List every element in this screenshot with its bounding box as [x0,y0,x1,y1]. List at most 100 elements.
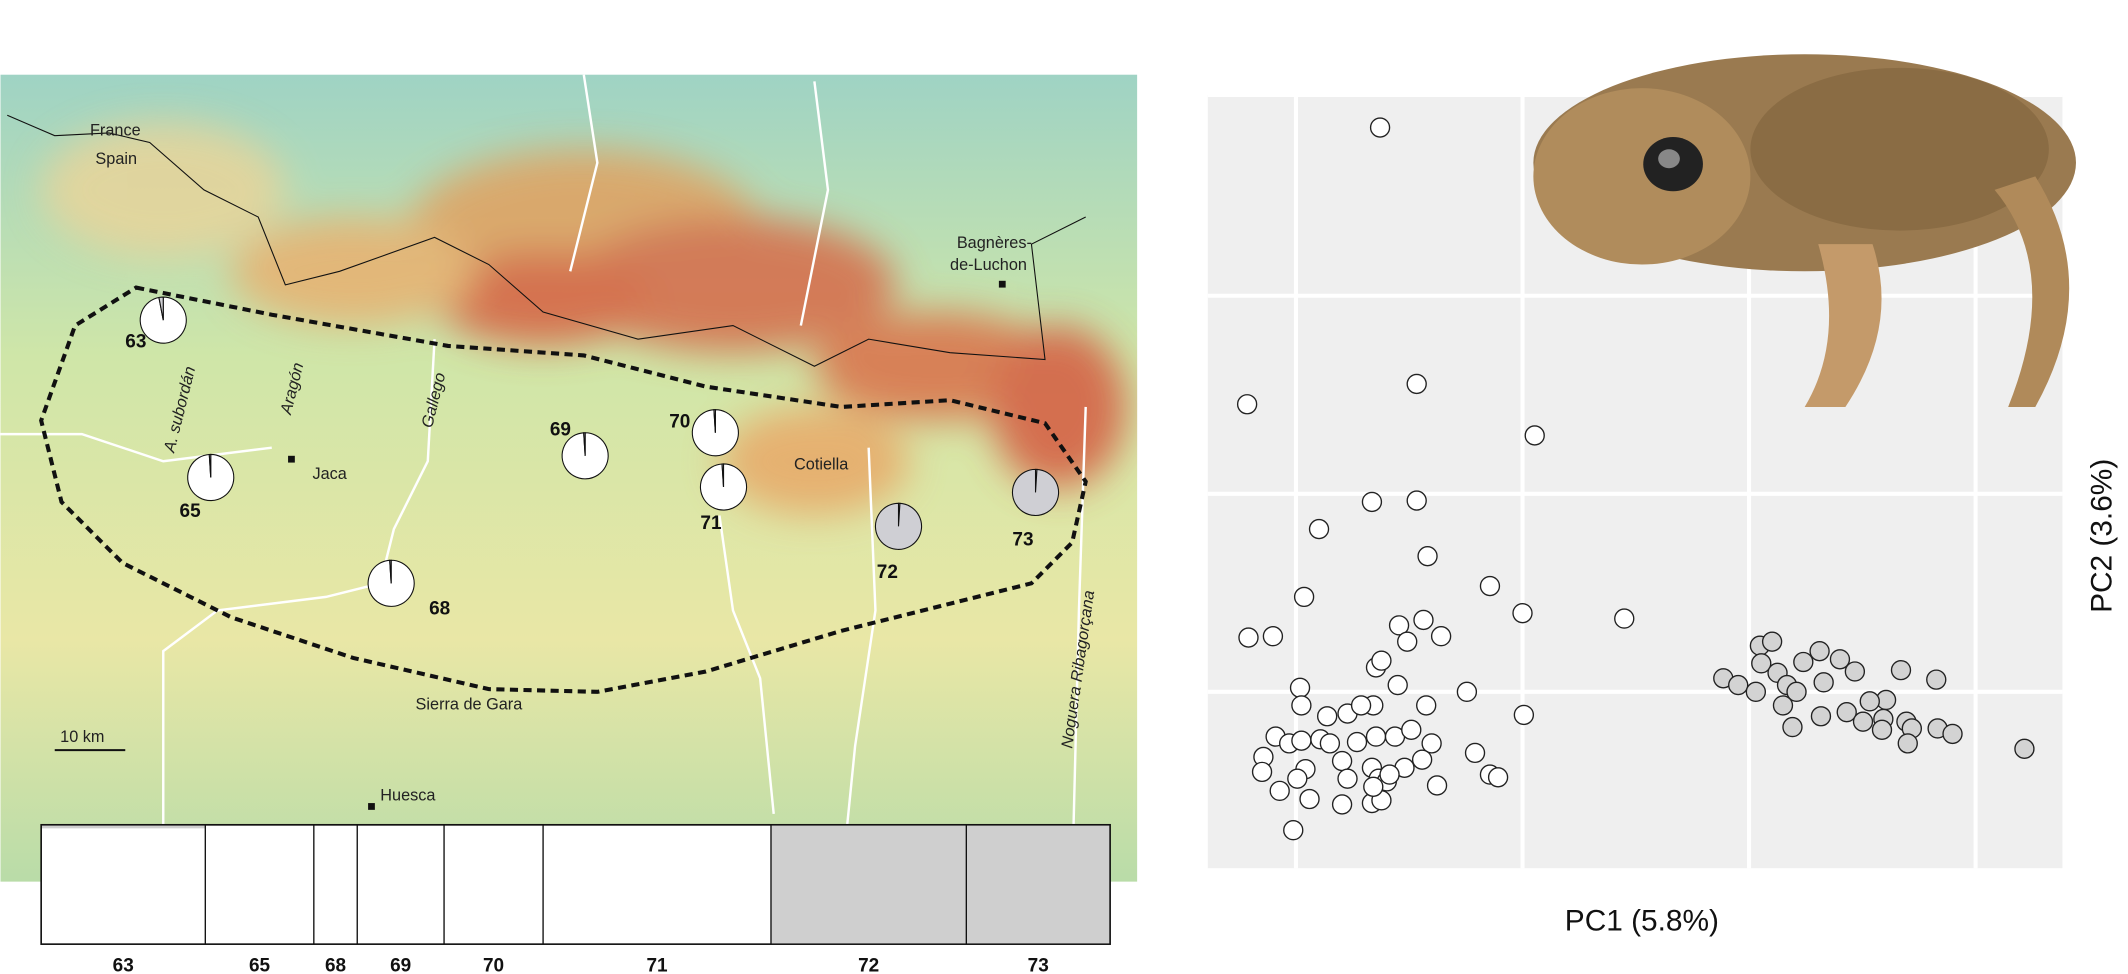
pie-label: 71 [700,513,722,534]
point [1287,768,1308,789]
point [1809,640,1830,662]
point [1810,706,1832,727]
pie-label: 63 [125,331,146,352]
point [1761,631,1783,652]
point [1238,627,1259,648]
structure-plot: 63 65 68 69 70 71 72 73 [40,823,1111,974]
point [1346,731,1368,753]
point [1524,425,1545,446]
pie-slice [208,453,212,478]
point [1859,691,1880,712]
point [1871,719,1893,740]
town-marker [368,803,375,810]
point [1421,733,1442,754]
point [1430,626,1452,647]
point [1413,609,1434,631]
point [1487,767,1509,788]
map-label: Cotiella [794,455,849,473]
population-label: 71 [646,955,668,974]
point [1308,518,1330,540]
population-label: 70 [483,955,504,974]
point [1813,672,1834,693]
point [1291,695,1312,716]
point [1269,780,1290,802]
population-label: 65 [249,955,271,974]
pie-label: 70 [669,411,690,432]
point [2014,738,2035,759]
point [1897,733,1918,754]
point [1836,702,1857,723]
pie-label: 73 [1012,529,1033,550]
point [1844,661,1866,682]
map-label: Spain [95,150,137,168]
relief [41,122,1127,516]
structure-border [40,823,1111,945]
point [1289,677,1311,698]
point [1406,490,1427,511]
point [1406,373,1427,395]
point [1512,602,1533,624]
pie-slice [721,463,725,488]
point [1417,546,1438,567]
structure-bar [770,824,967,943]
population-label: 73 [1028,955,1049,974]
map-label: Huesca [380,786,436,804]
point [1363,776,1384,797]
point [1513,704,1535,726]
point [1793,651,1814,673]
point [1782,716,1803,738]
pie-label: 68 [429,599,450,620]
point [1387,674,1408,696]
point [1728,674,1749,696]
point [1772,695,1794,716]
point [1464,742,1486,764]
pie-slice [389,559,392,584]
point [1456,681,1478,703]
point [1401,719,1422,740]
point [1293,586,1315,608]
structure-bar [41,824,206,829]
pie-slice [874,502,923,550]
y-axis-title: PC2 (3.6%) [2085,459,2118,613]
point [1751,653,1772,674]
point [1397,631,1418,652]
point [1852,711,1874,732]
point [1331,750,1353,772]
point [1337,768,1358,789]
map-label: de-Luchon [950,256,1027,274]
population-label: 72 [858,955,879,974]
point [1416,695,1437,716]
point [1331,794,1353,815]
map-label: France [90,122,141,140]
pie-label: 72 [877,562,898,583]
population-label: 69 [390,955,411,974]
rivers [0,74,1087,882]
border [7,114,1086,367]
population-label: 63 [113,955,134,974]
point [1236,394,1258,415]
point [1926,669,1947,690]
point [1299,788,1320,810]
population-label: 68 [325,955,346,974]
town-marker [998,280,1006,288]
point [1319,733,1341,754]
point [1614,608,1635,629]
scale-label: 10 km [60,728,104,746]
map-label: Sierra de Gara [416,695,524,713]
point [1745,681,1767,703]
point [1350,695,1372,716]
range-outline [39,285,1088,694]
map [0,74,1138,882]
x-axis-title: PC1 (5.8%) [1565,905,1719,938]
point [1942,723,1963,745]
point [1786,681,1807,703]
map-label: Jaca [312,465,347,483]
point [1379,764,1400,785]
pies: 63 65 68 69 70 71 72 73 [125,296,1060,620]
point [1479,575,1501,597]
pie-slice [713,409,716,433]
pie-slice [583,432,586,456]
pie-slice [1011,468,1060,517]
point [1251,761,1273,783]
